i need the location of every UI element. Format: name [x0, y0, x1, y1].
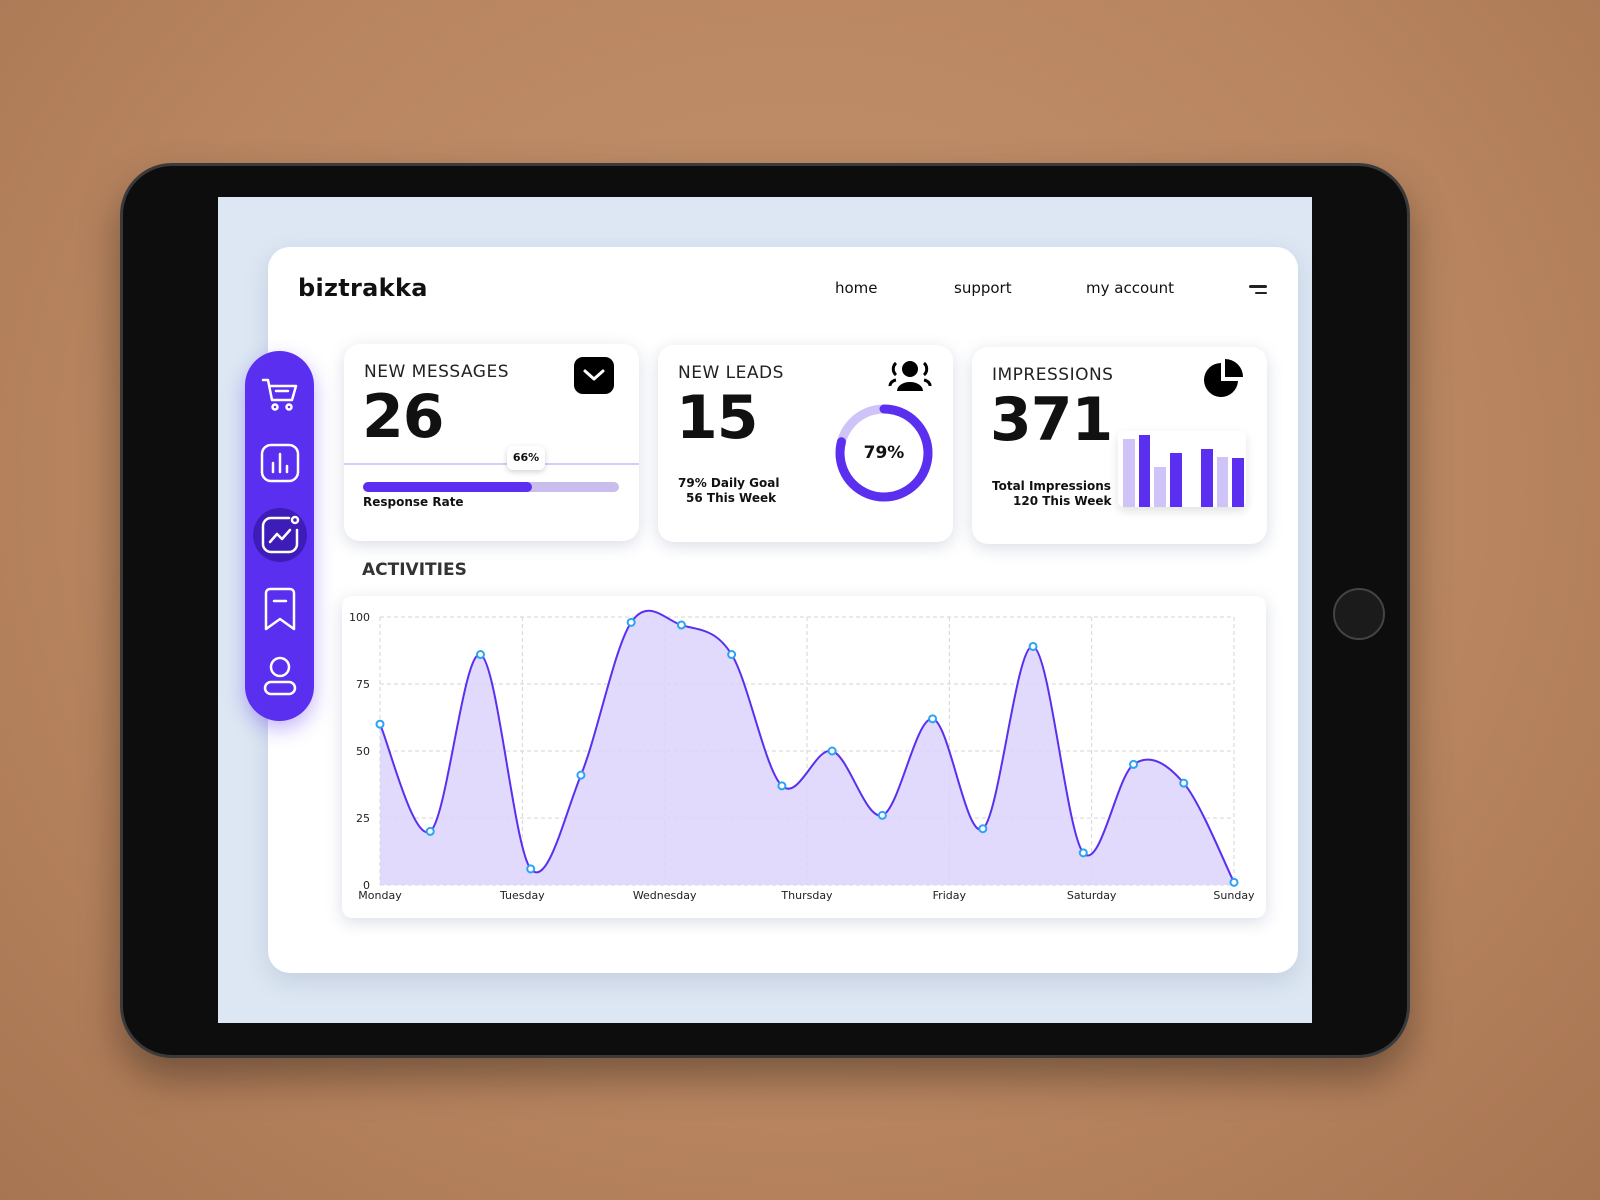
data-point: [1179, 778, 1189, 788]
y-tick-label: 50: [356, 745, 370, 758]
mini-bar: [1123, 438, 1135, 507]
logo[interactable]: biztrakka: [298, 274, 428, 302]
series-line: [379, 609, 1235, 883]
new-messages-title: NEW MESSAGES: [364, 362, 510, 382]
impressions-week-text: 120 This Week: [1013, 494, 1112, 508]
x-tick-label: Thursday: [780, 889, 833, 902]
divider: [344, 463, 639, 465]
mini-bar: [1201, 449, 1213, 507]
data-point: [978, 824, 988, 834]
impressions-card: IMPRESSIONS 371 Total Impressions 120 Th…: [972, 347, 1267, 544]
new-messages-value: 26: [362, 382, 444, 452]
impressions-value: 371: [990, 385, 1113, 455]
bar-chart-icon[interactable]: [257, 440, 303, 486]
x-tick-label: Saturday: [1067, 889, 1117, 902]
total-impressions-text: Total Impressions: [992, 479, 1111, 493]
series-area: [380, 610, 1234, 885]
x-tick-label: Wednesday: [633, 889, 697, 902]
mini-bar: [1169, 453, 1182, 507]
data-point: [576, 770, 586, 780]
mini-bar: [1232, 458, 1244, 507]
mini-bar: [1154, 467, 1166, 507]
data-point: [928, 714, 938, 724]
new-leads-title: NEW LEADS: [678, 363, 784, 383]
data-point: [425, 826, 435, 836]
data-point: [1078, 848, 1088, 858]
cart-icon[interactable]: [257, 371, 303, 417]
activities-title: ACTIVITIES: [362, 560, 467, 580]
trend-chart-icon[interactable]: [253, 508, 307, 562]
tablet-home-button: [1333, 588, 1385, 640]
mini-bar-chart: [1118, 431, 1246, 507]
this-week-text: 56 This Week: [686, 491, 777, 505]
donut-value: 79%: [863, 443, 905, 463]
new-messages-card: NEW MESSAGES 26 66% Response Rate: [344, 344, 639, 541]
data-point: [1129, 759, 1139, 769]
x-tick-label: Monday: [358, 889, 402, 902]
response-rate-label: Response Rate: [363, 495, 464, 509]
progress-tooltip: 66%: [507, 446, 545, 470]
x-tick-label: Tuesday: [499, 889, 545, 902]
y-tick-label: 100: [349, 611, 370, 624]
data-point: [626, 617, 636, 627]
leads-donut: [835, 404, 933, 502]
response-rate-fill: [363, 482, 532, 492]
users-icon: [888, 358, 932, 398]
user-icon[interactable]: [257, 653, 303, 699]
data-point: [727, 650, 737, 660]
mail-icon: [574, 357, 614, 394]
response-rate-bar: [363, 482, 619, 492]
sidebar: [245, 351, 314, 721]
mini-bar: [1138, 435, 1151, 507]
x-tick-label: Sunday: [1213, 889, 1255, 902]
data-point: [375, 719, 385, 729]
x-tick-label: Friday: [933, 889, 967, 902]
daily-goal-text: 79% Daily Goal: [678, 476, 780, 490]
menu-icon[interactable]: [1249, 285, 1269, 298]
donut-arc: [835, 404, 933, 502]
y-tick-label: 75: [356, 678, 370, 691]
data-point: [526, 864, 536, 874]
nav-home[interactable]: home: [835, 279, 878, 297]
new-leads-value: 15: [676, 383, 758, 453]
data-point: [1229, 877, 1239, 887]
data-point: [777, 781, 787, 791]
data-point: [877, 810, 887, 820]
data-point: [827, 746, 837, 756]
nav-my-account[interactable]: my account: [1086, 279, 1175, 297]
y-tick-label: 0: [363, 879, 370, 892]
data-point: [475, 650, 485, 660]
data-point: [676, 620, 686, 630]
data-point: [1028, 641, 1038, 651]
nav-support[interactable]: support: [954, 279, 1012, 297]
bookmark-icon[interactable]: [257, 586, 303, 632]
mini-bar: [1216, 456, 1229, 507]
impressions-title: IMPRESSIONS: [992, 365, 1114, 385]
new-leads-card: NEW LEADS 15 79% Daily Goal 56 This Week…: [658, 345, 953, 542]
y-tick-label: 25: [356, 812, 370, 825]
pie-chart-icon: [1202, 357, 1246, 405]
